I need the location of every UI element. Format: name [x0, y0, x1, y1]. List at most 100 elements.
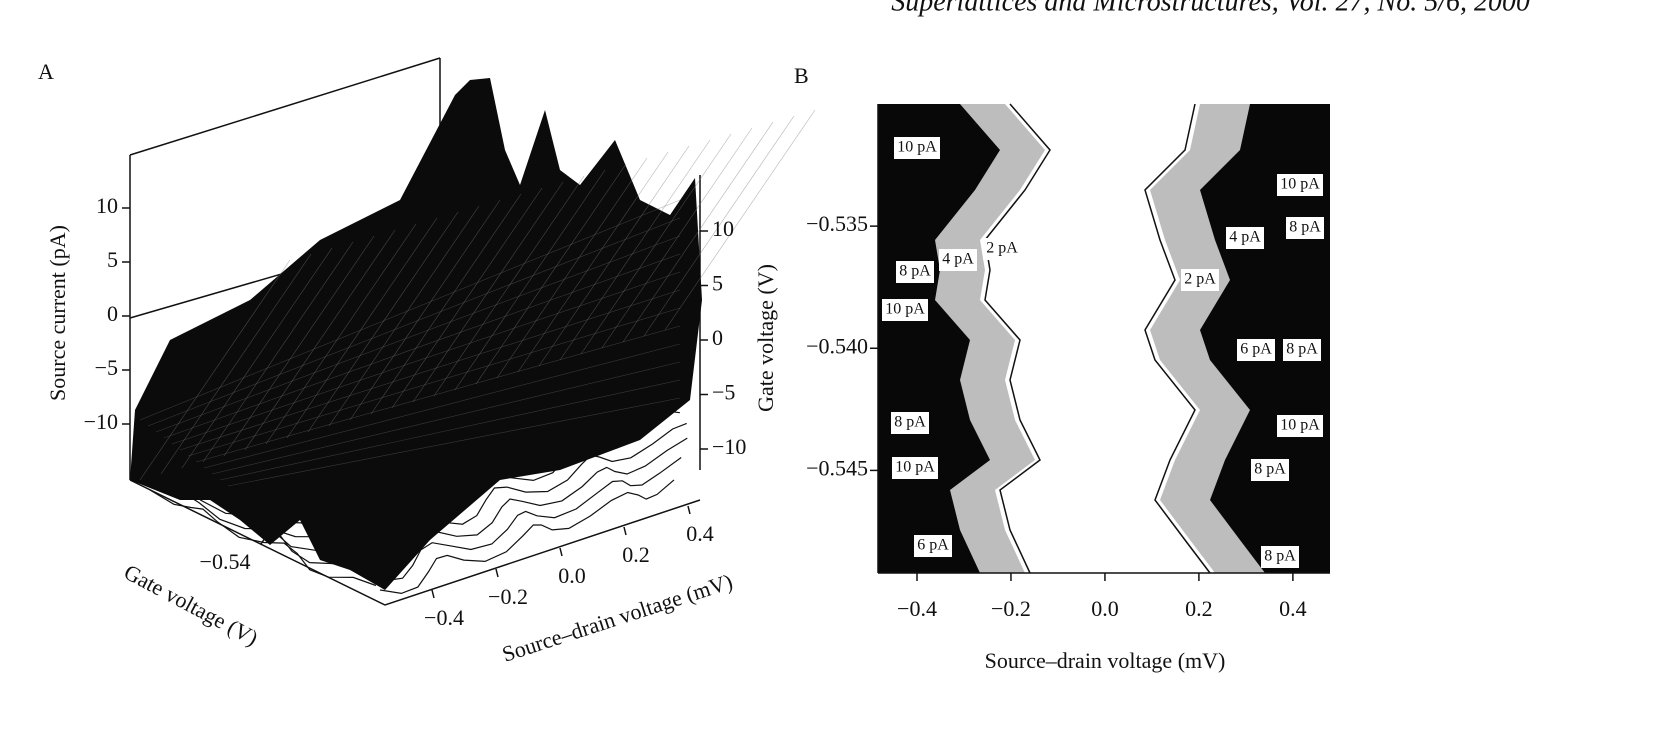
- mesh-line: [391, 187, 543, 409]
- label-box: [1251, 459, 1289, 481]
- tick-label: −0.54: [200, 549, 251, 574]
- panel-a-frame: [129, 57, 701, 606]
- label-box: [1286, 217, 1324, 239]
- mesh-line: [181, 247, 333, 469]
- box-edge: [129, 57, 441, 156]
- tick-label: −0.2: [488, 584, 528, 609]
- mesh-line: [171, 271, 681, 445]
- contour-label: 10 pA: [1280, 176, 1320, 193]
- contour-label: 4 pA: [942, 251, 974, 268]
- label-box: [892, 457, 938, 479]
- label-box: [914, 535, 952, 557]
- contour-label: 4 pA: [1229, 229, 1261, 246]
- floor-contour: [386, 457, 682, 581]
- axis-label: Source–drain voltage (mV): [985, 648, 1226, 673]
- label-box: [882, 299, 928, 321]
- panel-b-map: [877, 103, 1330, 574]
- label-box: [1226, 227, 1264, 249]
- contour-label: 6 pA: [1240, 341, 1272, 358]
- label-box: [894, 137, 940, 159]
- tick-mark: [431, 589, 435, 599]
- label-box: [1261, 546, 1299, 568]
- mesh-line: [286, 217, 438, 439]
- tick-mark: [623, 526, 627, 536]
- mesh-line: [496, 157, 648, 379]
- mesh-line: [517, 151, 669, 373]
- mesh-line: [179, 289, 681, 451]
- tick-label: −0.540: [806, 333, 868, 358]
- tick-label: −5: [712, 380, 735, 405]
- mesh-line: [664, 109, 816, 331]
- mesh-line: [412, 181, 564, 403]
- mesh-line: [211, 361, 681, 475]
- tick-label: 5: [107, 247, 118, 272]
- floor-edge: [129, 479, 701, 606]
- label-box: [939, 249, 977, 271]
- tick-mark: [495, 568, 499, 578]
- label-box: [1283, 339, 1321, 361]
- mesh-line: [244, 229, 396, 451]
- mesh-line: [195, 325, 681, 463]
- tick-mark: [559, 547, 563, 557]
- tick-label: 0: [712, 325, 723, 350]
- contour-label: 8 pA: [894, 414, 926, 431]
- mesh-line: [643, 115, 795, 337]
- label-box: [1181, 269, 1219, 291]
- mesh-line: [580, 133, 732, 355]
- contour-label: 10 pA: [897, 139, 937, 156]
- label-box: [1277, 415, 1323, 437]
- tick-label: 10: [96, 193, 118, 218]
- contour-label: 10 pA: [885, 301, 925, 318]
- tick-label: −0.2: [991, 596, 1031, 621]
- tick-label: −10: [84, 409, 118, 434]
- mesh-line: [265, 223, 417, 445]
- tick-label: 0: [107, 301, 118, 326]
- mesh-line: [203, 343, 681, 469]
- label-box: [891, 412, 929, 434]
- axis-label: Source current (pA): [45, 225, 70, 401]
- mesh-line: [328, 205, 480, 427]
- contour-label: 8 pA: [1254, 461, 1286, 478]
- contour-label: 6 pA: [917, 537, 949, 554]
- tick-label: 0.4: [686, 521, 714, 546]
- tick-label: 0.4: [1279, 596, 1307, 621]
- surface-body: [130, 78, 702, 590]
- mesh-line: [433, 175, 585, 397]
- tick-label: 5: [712, 271, 723, 296]
- contour-label: 10 pA: [1280, 417, 1320, 434]
- panel-label: B: [794, 63, 809, 88]
- tick-label: −0.4: [897, 596, 937, 621]
- panel-label: A: [38, 59, 54, 84]
- mesh-line: [155, 235, 681, 433]
- contour-label: 10 pA: [895, 459, 935, 476]
- mesh-line: [147, 217, 681, 427]
- tick-label: −5: [95, 355, 118, 380]
- journal-header: Superlattices and Microstructures, Vol. …: [891, 0, 1530, 17]
- contour-label: 8 pA: [1289, 219, 1321, 236]
- contour-label: 8 pA: [1264, 548, 1296, 565]
- mesh-line: [370, 193, 522, 415]
- label-box: [1277, 174, 1323, 196]
- tick-label: 0.0: [558, 563, 586, 588]
- contour-label: 8 pA: [899, 263, 931, 280]
- mesh-line: [454, 169, 606, 391]
- contour-label: 2 pA: [1184, 271, 1216, 288]
- tick-label: 0.0: [1091, 596, 1119, 621]
- mesh-line: [223, 235, 375, 457]
- mesh-line: [601, 127, 753, 349]
- mesh-line: [219, 379, 681, 481]
- surface: [130, 78, 816, 590]
- axis-label: Gate voltage (V): [753, 264, 778, 412]
- mesh-line: [163, 253, 681, 439]
- tick-mark: [687, 505, 691, 515]
- tick-label: −10: [712, 434, 746, 459]
- label-box: [1237, 339, 1275, 361]
- tick-label: −0.4: [424, 605, 464, 630]
- mesh-line: [349, 199, 501, 421]
- mesh-line: [307, 211, 459, 433]
- axis-label: Source–drain voltage (mV): [499, 569, 736, 667]
- tick-label: −0.535: [806, 211, 868, 236]
- label-box: [896, 261, 934, 283]
- mesh-line: [160, 253, 312, 475]
